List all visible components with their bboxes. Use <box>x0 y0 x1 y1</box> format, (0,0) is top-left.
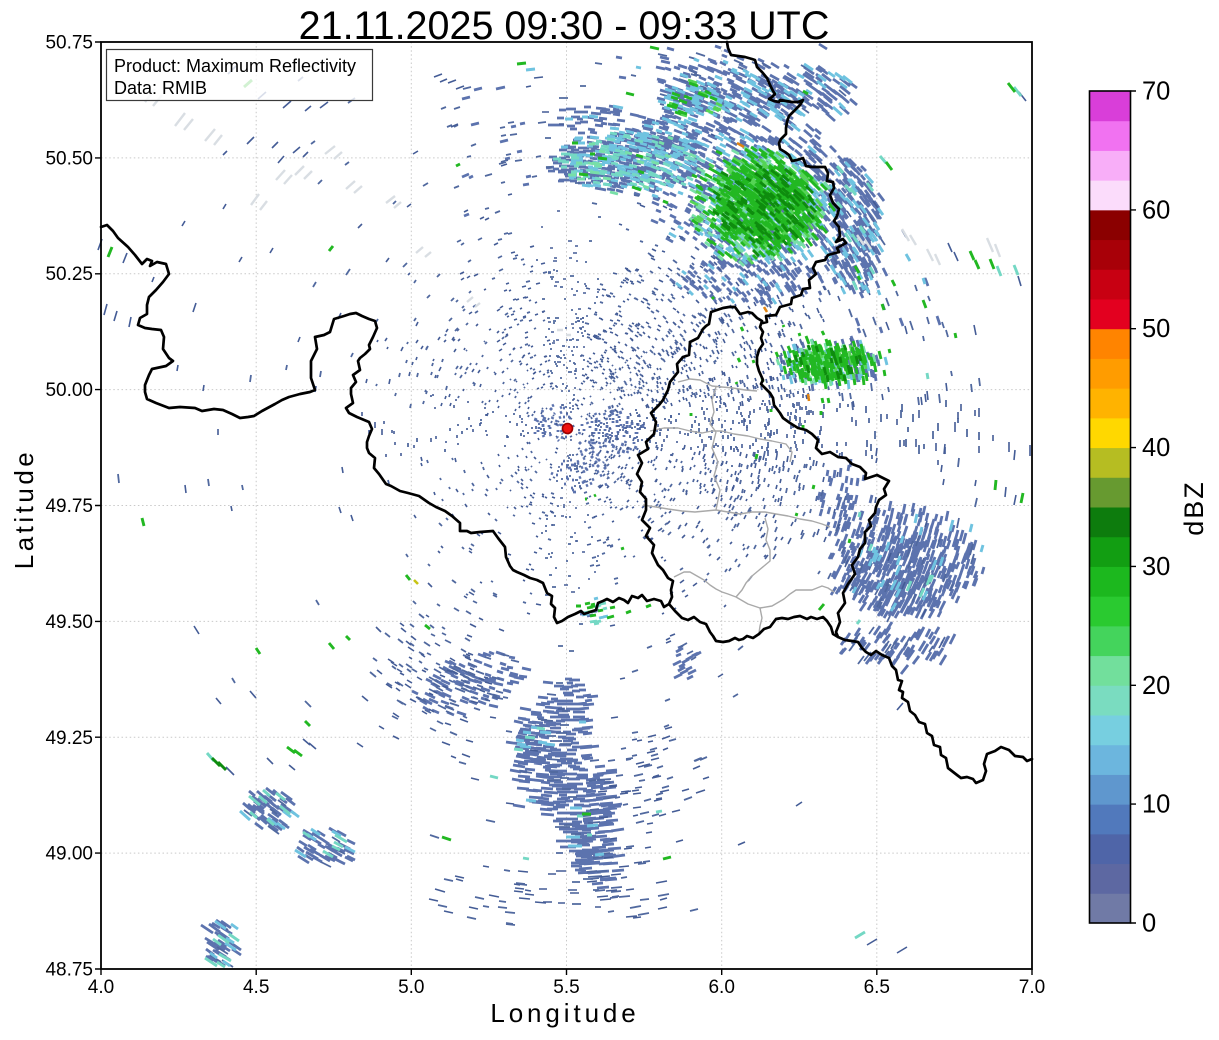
svg-text:49.75: 49.75 <box>45 496 93 517</box>
svg-text:48.75: 48.75 <box>45 960 93 981</box>
svg-text:Product: Maximum Reflectivity: Product: Maximum Reflectivity <box>114 56 356 76</box>
svg-text:50: 50 <box>1142 315 1170 343</box>
svg-text:50.25: 50.25 <box>45 264 93 285</box>
svg-text:5.5: 5.5 <box>553 977 579 998</box>
svg-text:4.5: 4.5 <box>243 977 269 998</box>
svg-text:10: 10 <box>1142 791 1170 819</box>
svg-text:49.00: 49.00 <box>45 844 93 865</box>
svg-text:6.5: 6.5 <box>864 977 890 998</box>
svg-text:49.50: 49.50 <box>45 612 93 633</box>
svg-text:5.0: 5.0 <box>398 977 424 998</box>
svg-text:0: 0 <box>1142 910 1156 938</box>
svg-text:20: 20 <box>1142 672 1170 700</box>
svg-text:49.25: 49.25 <box>45 728 93 749</box>
svg-text:Latitude: Latitude <box>9 449 39 570</box>
svg-text:Data: RMIB: Data: RMIB <box>114 78 207 98</box>
svg-text:4.0: 4.0 <box>88 977 114 998</box>
svg-text:Longitude: Longitude <box>490 998 639 1028</box>
svg-text:7.0: 7.0 <box>1019 977 1045 998</box>
svg-text:60: 60 <box>1142 196 1170 224</box>
svg-text:50.75: 50.75 <box>45 33 93 54</box>
svg-text:dBZ: dBZ <box>1179 480 1209 536</box>
svg-text:6.0: 6.0 <box>708 977 734 998</box>
svg-text:40: 40 <box>1142 434 1170 462</box>
svg-text:70: 70 <box>1142 78 1170 106</box>
svg-text:30: 30 <box>1142 553 1170 581</box>
svg-text:21.11.2025 09:30 - 09:33 UTC: 21.11.2025 09:30 - 09:33 UTC <box>299 4 830 48</box>
svg-text:50.50: 50.50 <box>45 148 93 169</box>
svg-text:50.00: 50.00 <box>45 380 93 401</box>
